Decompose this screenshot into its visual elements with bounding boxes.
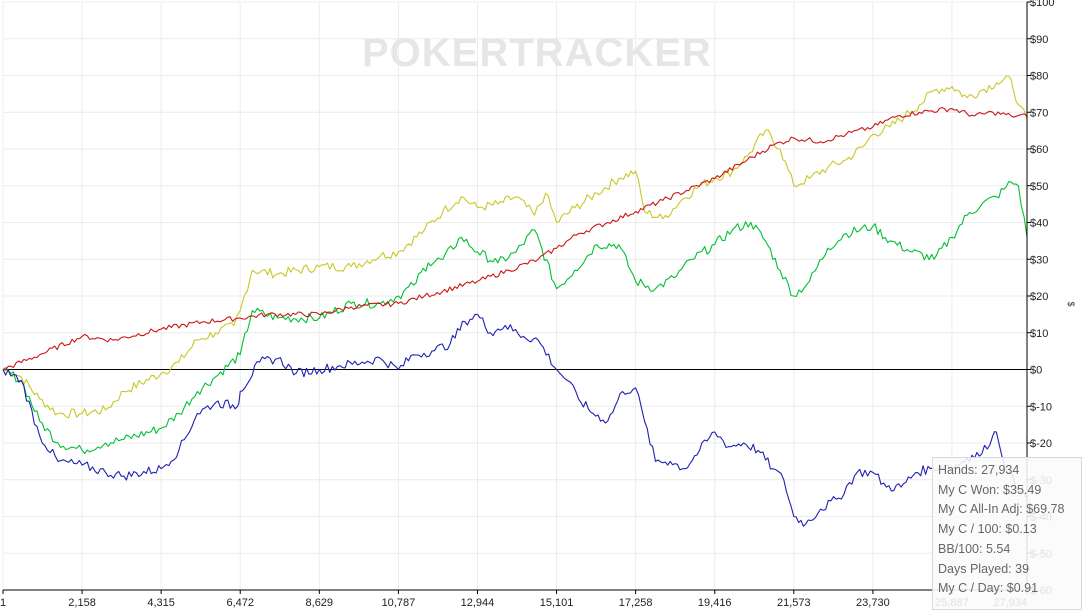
x-tick-label: 8,629 — [306, 597, 334, 609]
x-tick-label: 17,258 — [619, 597, 653, 609]
x-tick-label: 21,573 — [777, 597, 811, 609]
y-tick-label: $20 — [1030, 291, 1048, 303]
stat-per-100: My C / 100: $0.13 — [938, 522, 1037, 537]
y-tick-label: $-10 — [1030, 401, 1052, 413]
series-line-2 — [3, 106, 1028, 371]
x-tick-label: 4,315 — [147, 597, 175, 609]
stat-per-day: My C / Day: $0.91 — [938, 581, 1039, 596]
y-tick-label: $10 — [1030, 328, 1048, 340]
y-tick-label: $30 — [1030, 254, 1048, 266]
series-line-1 — [2, 181, 1028, 455]
y-tick-label: $90 — [1030, 34, 1048, 46]
y-tick-label: $60 — [1030, 144, 1048, 156]
x-tick-label: 2,158 — [68, 597, 96, 609]
x-tick-label: 12,944 — [461, 597, 495, 609]
series-group — [2, 75, 1028, 527]
y-tick-label: $-20 — [1030, 438, 1052, 450]
watermark: POKERTRACKER — [362, 31, 712, 75]
y-tick-label: $40 — [1030, 218, 1048, 230]
stat-won: My C Won: $35.49 — [938, 482, 1042, 497]
y-axis-label: $ — [1066, 301, 1076, 306]
grid-lines — [2, 1, 1028, 591]
stat-days-played: Days Played: 39 — [938, 561, 1030, 576]
y-tick-label: $0 — [1030, 365, 1042, 377]
stat-all-in-adj: My C All-In Adj: $69.78 — [938, 502, 1065, 517]
axes: $-60$-50$-40$-30$-20$-10$0$10$20$30$40$5… — [0, 0, 1054, 609]
x-tick-label: 15,101 — [540, 597, 574, 609]
stats-tooltip: Hands: 27,934 My C Won: $35.49 My C All-… — [932, 457, 1082, 610]
series-line-0 — [2, 75, 1028, 419]
x-tick-label: 19,416 — [698, 597, 732, 609]
x-tick-label: 1 — [0, 597, 6, 609]
y-tick-label: $100 — [1030, 0, 1054, 9]
y-tick-label: $50 — [1030, 181, 1048, 193]
y-tick-label: $80 — [1030, 71, 1048, 83]
stat-bb-100: BB/100: 5.54 — [938, 541, 1011, 556]
x-tick-label: 10,787 — [382, 597, 416, 609]
x-tick-label: 23,730 — [856, 597, 890, 609]
x-tick-label: 6,472 — [226, 597, 254, 609]
series-line-3 — [2, 313, 1028, 527]
y-tick-label: $70 — [1030, 107, 1048, 119]
stat-hands: Hands: 27,934 — [938, 463, 1020, 477]
